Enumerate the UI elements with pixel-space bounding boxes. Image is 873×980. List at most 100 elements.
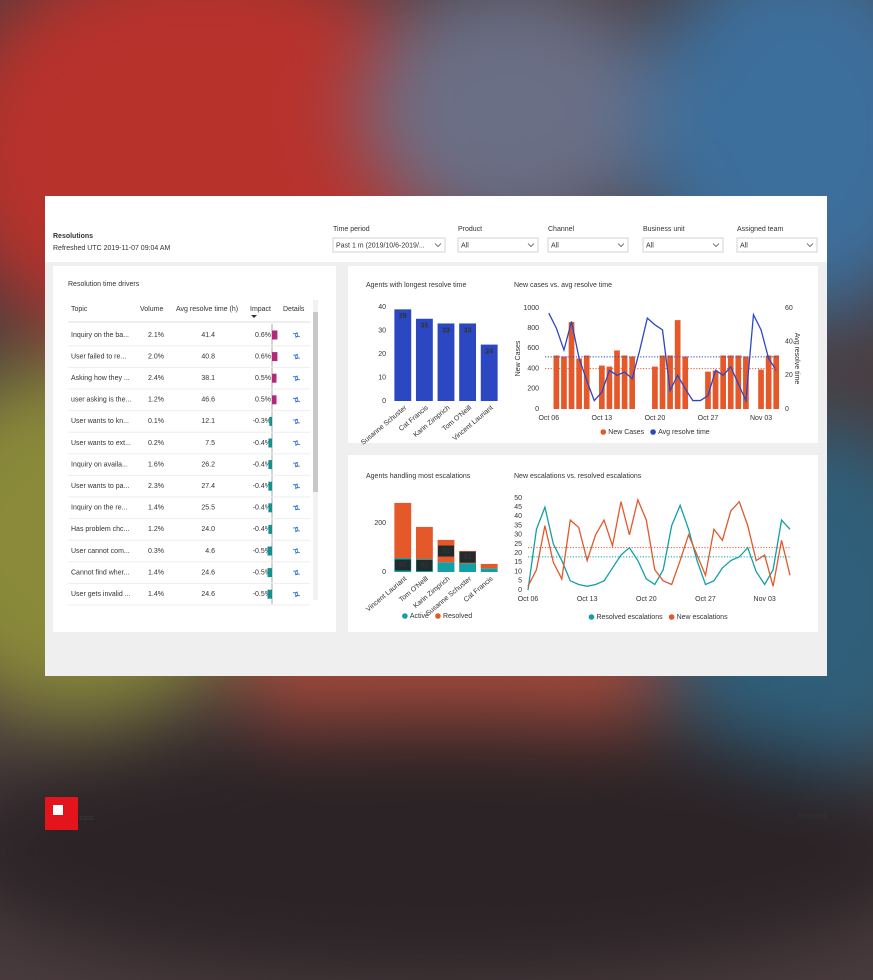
volume-cell: 2.4% — [148, 375, 164, 382]
bar-segment — [415, 526, 433, 560]
data-label-box — [394, 559, 411, 571]
volume-cell: 1.2% — [148, 397, 164, 404]
topic-cell: Has problem chc... — [71, 526, 129, 533]
bar — [674, 320, 681, 409]
topic-cell: user asking is the... — [71, 397, 131, 404]
filter-dropdown[interactable] — [736, 237, 818, 253]
filter-value: All — [740, 242, 748, 249]
y-tick-label: 10 — [378, 374, 386, 381]
impact-bar — [269, 416, 272, 426]
y-tick-label: 50 — [514, 495, 522, 502]
bar — [705, 371, 711, 409]
column-header: Topic — [71, 306, 88, 313]
data-label: 33 — [464, 327, 472, 334]
filter-label: Assigned team — [737, 226, 783, 233]
data-label-box — [459, 551, 476, 563]
impact-cell: -0.5% — [253, 591, 271, 598]
bar — [459, 323, 477, 401]
details-link[interactable] — [293, 397, 300, 403]
line — [527, 503, 791, 591]
y-tick-label: 40 — [378, 304, 386, 311]
dropdown-chevron — [806, 243, 814, 248]
y2-axis-title: Avg resolve time — [793, 333, 800, 385]
details-link[interactable] — [293, 462, 300, 468]
impact-cell: -0.4% — [253, 461, 271, 468]
filter-dropdown[interactable] — [642, 237, 724, 253]
details-link[interactable] — [293, 418, 300, 424]
details-link[interactable] — [293, 375, 300, 381]
bar — [437, 323, 455, 401]
y2-tick-label: 40 — [785, 339, 793, 346]
impact-cell: -0.4% — [253, 505, 271, 512]
topic-cell: Inquiry on availa... — [71, 461, 128, 468]
details-link[interactable] — [293, 591, 300, 597]
details-link[interactable] — [293, 526, 300, 532]
data-label: 24 — [485, 348, 493, 355]
x-tick-label: Oct 27 — [698, 415, 719, 422]
details-link[interactable] — [293, 548, 300, 554]
volume-cell: 2.3% — [148, 483, 164, 490]
details-link[interactable] — [293, 440, 300, 446]
impact-cell: -0.4% — [253, 526, 271, 533]
topic-cell: User gets invalid ... — [71, 591, 131, 598]
chart-title: Agents handling most escalations — [366, 473, 471, 480]
chart: New escalations vs. resolved escalations… — [514, 473, 791, 621]
dropdown-chevron — [617, 243, 625, 248]
filter-value: All — [646, 242, 654, 249]
bar — [606, 366, 613, 409]
y-tick-label: 200 — [374, 520, 386, 527]
bar — [758, 369, 764, 409]
avg-time-cell: 38.1 — [201, 375, 215, 382]
filter-dropdown[interactable] — [457, 237, 539, 253]
impact-cell: -0.4% — [253, 440, 271, 447]
avg-time-cell: 46.6 — [201, 397, 215, 404]
impact-cell: -0.5% — [253, 548, 271, 555]
topic-cell: Inquiry on the ba... — [71, 332, 129, 339]
y-tick-label: 1000 — [523, 305, 539, 312]
topic-cell: User wants to ext... — [71, 440, 131, 447]
bar — [576, 358, 582, 409]
volume-cell: 1.6% — [148, 461, 164, 468]
y-tick-label: 35 — [514, 522, 522, 529]
filter-dropdown[interactable] — [332, 237, 446, 253]
y-tick-label: 30 — [378, 327, 386, 334]
bar — [720, 355, 726, 409]
y-tick-label: 40 — [514, 513, 522, 520]
bar — [480, 344, 498, 401]
bar — [682, 356, 689, 409]
volume-cell: 1.4% — [148, 591, 164, 598]
details-link[interactable] — [293, 570, 300, 576]
details-link[interactable] — [293, 354, 300, 360]
filter-label: Channel — [548, 226, 575, 233]
impact-bar — [268, 438, 272, 448]
bar — [394, 309, 412, 401]
volume-cell: 2.1% — [148, 332, 164, 339]
impact-bar — [268, 503, 272, 513]
avg-time-cell: 26.2 — [201, 461, 215, 468]
bar — [621, 355, 628, 409]
y-tick-label: 400 — [527, 365, 539, 372]
impact-bar — [267, 546, 272, 556]
x-tick-label: Nov 03 — [754, 596, 776, 603]
y-tick-label: 0 — [382, 398, 386, 405]
details-link[interactable] — [293, 483, 300, 489]
source-text: Microsoft — [799, 813, 827, 820]
details-link[interactable] — [293, 332, 300, 338]
avg-time-cell: 25.5 — [201, 505, 215, 512]
bar — [743, 356, 749, 409]
volume-cell: 1.4% — [148, 569, 164, 576]
legend-label: Resolved — [443, 613, 472, 620]
scrollbar-thumb[interactable] — [313, 312, 318, 492]
filter-dropdown[interactable] — [547, 237, 629, 253]
avg-time-cell: 7.5 — [205, 440, 215, 447]
impact-bar — [267, 568, 272, 578]
filter-label: Product — [458, 226, 482, 233]
details-link[interactable] — [293, 505, 300, 511]
legend: Resolved escalations New escalations — [588, 614, 728, 621]
data-label: 39 — [399, 313, 407, 320]
y-tick-label: 0 — [535, 406, 539, 413]
legend-swatch — [402, 613, 408, 619]
impact-bar — [272, 373, 277, 383]
topic-cell: Inquiry on the re... — [71, 505, 127, 512]
